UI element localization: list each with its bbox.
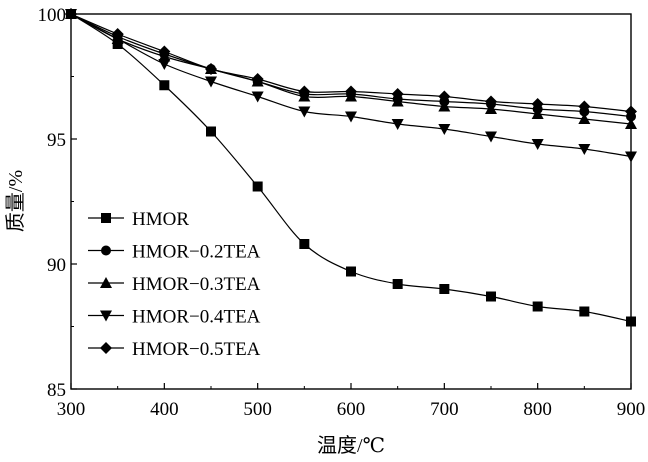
x-tick-label: 800 <box>523 399 552 420</box>
data-point <box>345 85 357 98</box>
x-tick-label: 600 <box>337 399 366 420</box>
y-tick-label: 95 <box>47 130 66 151</box>
data-point <box>159 80 170 91</box>
legend-label: HMOR−0.3TEA <box>132 274 261 295</box>
x-tick-label: 400 <box>150 399 179 420</box>
y-tick-label: 100 <box>38 5 67 26</box>
data-point <box>578 144 591 155</box>
data-point <box>252 181 263 192</box>
data-point <box>158 45 171 58</box>
data-point <box>438 100 451 112</box>
legend: HMOR HMOR−0.2TEA HMOR−0.3TEA HMOR−0.4TEA HMO… <box>88 209 261 360</box>
data-point <box>111 28 124 40</box>
data-point <box>531 108 544 119</box>
data-point <box>531 98 544 110</box>
data-point <box>391 88 404 100</box>
data-point <box>391 95 404 107</box>
data-point <box>625 151 637 163</box>
data-point <box>251 91 264 103</box>
y-tick-label: 85 <box>47 380 66 401</box>
legend-marker <box>100 277 112 288</box>
data-point <box>625 105 637 118</box>
data-point <box>531 139 544 150</box>
y-tick-label: 90 <box>47 255 66 276</box>
data-point <box>625 118 637 129</box>
data-point <box>205 63 217 75</box>
legend-label: HMOR <box>132 209 189 230</box>
data-point <box>158 59 171 70</box>
data-point <box>532 301 543 312</box>
data-point <box>439 284 450 294</box>
data-point <box>205 76 217 88</box>
data-point <box>65 8 77 20</box>
x-tick-label: 300 <box>57 399 86 420</box>
data-point <box>392 279 403 289</box>
series-line <box>70 13 632 125</box>
data-point <box>438 90 451 103</box>
legend-marker <box>101 213 111 223</box>
legend-label: HMOR−0.4TEA <box>132 307 261 328</box>
y-axis-title: 质量/% <box>4 170 27 232</box>
data-point <box>391 119 404 130</box>
data-point <box>346 266 356 277</box>
data-point <box>251 73 264 85</box>
data-point <box>626 316 636 327</box>
legend-label: HMOR−0.2TEA <box>132 242 261 263</box>
legend-marker <box>100 342 112 354</box>
x-axis-title: 温度/℃ <box>317 434 385 457</box>
legend-marker <box>100 310 112 322</box>
data-point <box>485 95 497 108</box>
data-point <box>345 111 357 123</box>
axis-ticks: 300 400 500 600 700 800 900 85 90 95 100 <box>38 5 646 420</box>
data-point <box>486 291 496 302</box>
legend-marker <box>101 245 111 256</box>
plot-frame <box>70 13 632 390</box>
x-tick-label: 500 <box>243 399 272 420</box>
data-point <box>298 85 311 98</box>
x-tick-label: 900 <box>617 399 646 420</box>
data-point <box>578 113 591 124</box>
data-point <box>206 126 216 137</box>
data-point <box>579 306 590 317</box>
data-point <box>438 124 451 135</box>
data-point <box>485 103 497 114</box>
x-tick-label: 700 <box>430 399 459 420</box>
data-point <box>298 106 311 118</box>
legend-label: HMOR−0.5TEA <box>132 339 261 360</box>
series-markers <box>65 8 637 327</box>
data-point <box>299 239 310 249</box>
data-point <box>578 100 591 113</box>
series-line <box>70 13 632 158</box>
data-point <box>485 131 497 143</box>
